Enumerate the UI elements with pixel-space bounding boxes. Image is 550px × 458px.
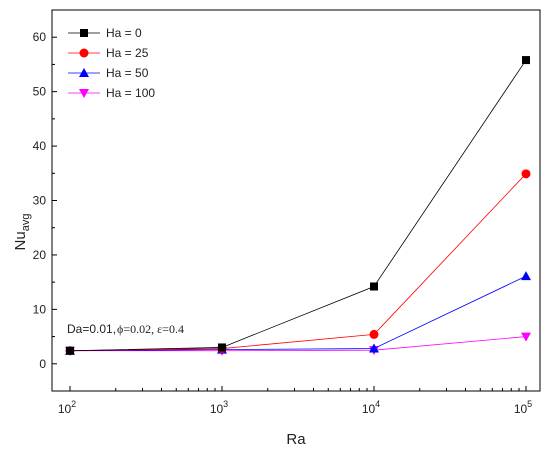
legend-item: Ha = 0 — [68, 26, 142, 40]
data-point — [522, 56, 530, 65]
y-tick-label: 0 — [39, 357, 46, 371]
x-tick-label: 105 — [514, 399, 532, 416]
legend-item: Ha = 50 — [68, 66, 149, 80]
data-point — [521, 271, 531, 281]
legend-label: Ha = 25 — [106, 46, 149, 60]
legend-item: Ha = 25 — [68, 46, 149, 60]
data-point — [80, 29, 88, 37]
ticks: 0 10 20 30 40 50 60 102 103 104 105 — [33, 30, 533, 416]
data-point — [79, 48, 89, 58]
y-tick-label: 60 — [33, 30, 47, 44]
annotation-params: ϕ=0.02, ε=0.4 — [117, 322, 184, 336]
x-tick-label: 102 — [58, 399, 76, 416]
data-point — [369, 329, 379, 339]
series-line — [70, 336, 527, 352]
y-tick-label: 30 — [33, 194, 47, 208]
data-point — [66, 346, 74, 355]
series-layer — [65, 56, 531, 356]
x-tick-label: 103 — [210, 399, 228, 416]
legend-label: Ha = 50 — [106, 66, 149, 80]
series-line — [69, 59, 527, 352]
data-point — [79, 89, 89, 98]
data-point — [521, 169, 531, 179]
series-3 — [65, 332, 531, 356]
data-point — [218, 343, 226, 352]
svg-text:Nuavg: Nuavg — [12, 214, 32, 251]
x-tick-label: 104 — [362, 399, 380, 416]
y-tick-label: 40 — [33, 139, 47, 153]
y-axis-label-sub: avg — [20, 214, 32, 232]
series-line — [69, 275, 527, 352]
x-axis-label: Ra — [286, 431, 306, 448]
series-line — [69, 173, 527, 352]
y-axis-label-main: Nu — [12, 231, 29, 250]
series-0 — [66, 56, 530, 355]
legend: Ha = 0 Ha = 25 Ha = 50 Ha = 100 — [68, 26, 155, 100]
annotation-da: Da=0.01, — [67, 322, 116, 336]
legend-label: Ha = 100 — [106, 86, 155, 100]
data-point — [521, 332, 531, 342]
y-tick-label: 50 — [33, 85, 47, 99]
data-point — [79, 68, 89, 77]
data-point — [370, 282, 378, 291]
y-axis-label: Nuavg — [12, 214, 32, 251]
y-tick-label: 10 — [33, 302, 47, 316]
legend-label: Ha = 0 — [106, 26, 142, 40]
data-point — [369, 343, 379, 353]
y-tick-label: 20 — [33, 248, 47, 262]
annotation: Da=0.01,ϕ=0.02, ε=0.4 — [67, 322, 184, 336]
legend-item: Ha = 100 — [68, 86, 155, 100]
